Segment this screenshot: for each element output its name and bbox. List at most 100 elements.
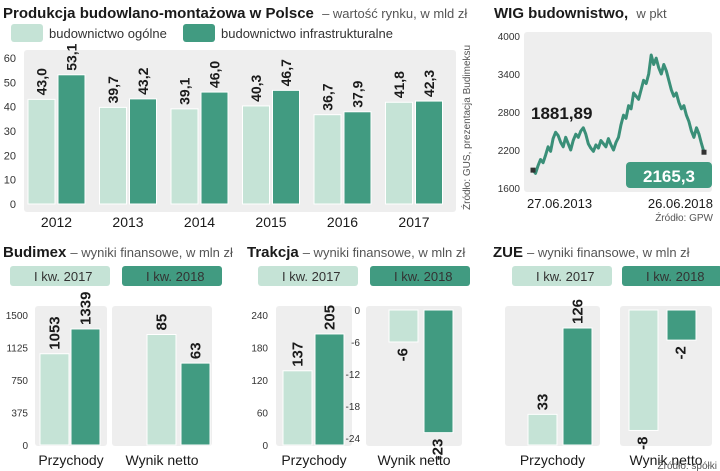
financial-title: Trakcja (247, 244, 299, 261)
construction-bar (57, 74, 86, 205)
financial-bar (423, 309, 454, 434)
financial-title: ZUE (493, 244, 523, 261)
financial-bar (388, 309, 419, 343)
wig-series-line (531, 53, 706, 175)
construction-y-tick: 50 (4, 77, 16, 89)
legend-swatch (370, 266, 470, 286)
wig-end-badge (626, 162, 712, 188)
financial-data-label: 126 (570, 299, 587, 324)
financial-bar (282, 370, 313, 446)
financial-x-label: Przychody (38, 452, 103, 468)
legend-swatch (622, 266, 720, 286)
construction-data-label: 43,2 (135, 67, 151, 94)
financial-subtitle: – wyniki finansowe, w mln zł (527, 245, 690, 260)
financial-y-tick: -12 (346, 370, 361, 381)
construction-bar (272, 89, 300, 205)
construction-y-tick: 20 (4, 150, 16, 162)
construction-x-tick: 2017 (398, 214, 429, 230)
legend-label: I kw. 2018 (646, 269, 705, 284)
legend-label: I kw. 2017 (34, 269, 93, 284)
financial-bar (666, 309, 697, 341)
construction-bar (129, 98, 157, 205)
financial-data-label: 1339 (78, 292, 95, 325)
construction-data-label: 46,0 (207, 61, 223, 88)
wig-start-value: 1881,89 (531, 104, 592, 123)
construction-subtitle: – wartość rynku, w mld zł (322, 6, 467, 21)
legend-label: I kw. 2017 (536, 269, 595, 284)
wig-title: WIG budownistwo, (494, 5, 628, 22)
financial-data-label: 1053 (47, 316, 64, 349)
construction-bar (385, 101, 413, 205)
construction-y-tick: 30 (4, 126, 16, 138)
construction-x-tick: 2016 (327, 214, 358, 230)
svg-text:Trakcja– wyniki finansowe, w m: Trakcja – wyniki finansowe, w mln zł (247, 244, 465, 261)
construction-data-label: 41,8 (391, 71, 407, 98)
financial-bar (70, 328, 101, 446)
financial-y-tick: 0 (22, 441, 28, 452)
financial-y-tick: -24 (346, 434, 361, 445)
construction-bar (242, 105, 270, 205)
financial-bar (180, 362, 211, 446)
legend-label-infra: budownictwo infrastrukturalne (221, 26, 393, 41)
wig-y-tick: 2200 (498, 146, 521, 157)
construction-y-tick: 60 (4, 53, 16, 65)
financial-x-label: Wynik netto (377, 452, 450, 468)
legend-label-general: budownictwo ogólne (49, 26, 167, 41)
legend-label: I kw. 2018 (146, 269, 205, 284)
financial-bar (39, 353, 70, 446)
construction-y-tick: 10 (4, 175, 16, 187)
financial-source: Źródło: spółki (658, 459, 717, 471)
construction-x-tick: 2013 (112, 214, 143, 230)
financial-bar (562, 327, 593, 446)
financial-y-tick: -18 (346, 402, 361, 413)
financial-y-tick: 60 (257, 409, 269, 420)
construction-bar (200, 91, 229, 205)
financial-x-label: Przychody (520, 452, 585, 468)
financial-results-charts: Budimex – wyniki finansowe, w mln złI kw.… (3, 244, 720, 471)
construction-x-tick: 2014 (184, 214, 215, 230)
financial-data-label: -8 (635, 436, 652, 449)
financial-y-tick: 750 (11, 376, 28, 387)
financial-y-tick: -6 (351, 338, 360, 349)
financial-chart-2: Trakcja – wyniki finansowe, w mln zł I kw.… (247, 244, 470, 468)
legend-swatch (122, 266, 222, 286)
financial-subtitle: – wyniki finansowe, w mln zł (70, 245, 233, 260)
construction-bar (27, 98, 56, 205)
financial-data-label: 85 (154, 314, 171, 331)
financial-data-label: -2 (673, 346, 690, 359)
wig-start-marker (530, 167, 536, 173)
construction-title: Produkcja budowlano-montażowa w Polsce (3, 5, 314, 22)
construction-bar (170, 108, 199, 205)
construction-bars: 43,0 53,1 2012 39,7 43,2 2013 39,1 46,0 2014 40,3… (27, 43, 443, 230)
financial-subtitle: – wyniki finansowe, w mln zł (303, 245, 466, 260)
wig-y-tick: 3400 (498, 70, 521, 81)
financial-x-label: Wynik netto (629, 452, 702, 468)
construction-x-tick: 2015 (255, 214, 286, 230)
financial-x-label: Przychody (281, 452, 346, 468)
construction-bar (99, 106, 127, 205)
financial-bar (314, 333, 345, 446)
construction-y-axis: 0 10 20 30 40 50 60 (4, 53, 16, 211)
svg-text:Produkcja budowlano-montażowa: Produkcja budowlano-montażowa w Polsce –… (3, 5, 467, 22)
financial-data-label: 63 (188, 342, 205, 359)
construction-data-label: 42,3 (421, 70, 437, 97)
financial-y-tick: 0 (262, 441, 268, 452)
wig-y-tick: 1600 (498, 184, 521, 195)
wig-subtitle: w pkt (635, 6, 667, 21)
financial-data-label: -23 (430, 439, 447, 461)
financial-y-tick: 180 (251, 344, 268, 355)
legend-swatch-infra (183, 24, 215, 42)
wig-x-end: 26.06.2018 (648, 196, 713, 211)
construction-y-tick: 40 (4, 102, 16, 114)
legend-label: I kw. 2018 (394, 269, 453, 284)
construction-data-label: 37,9 (350, 80, 366, 107)
construction-chart: Produkcja budowlano-montażowa w Polsce –… (3, 5, 473, 230)
construction-data-label: 39,1 (177, 77, 193, 104)
svg-text:ZUE– wyniki finansowe, w mln z: ZUE – wyniki finansowe, w mln zł (493, 244, 690, 261)
construction-source: Źródło: GUS, prezentacja Budimeksu (460, 45, 473, 210)
financial-data-label: 137 (290, 342, 307, 367)
wig-y-tick: 4000 (498, 32, 521, 43)
financial-title: Budimex (3, 244, 67, 261)
construction-bar (313, 114, 342, 205)
